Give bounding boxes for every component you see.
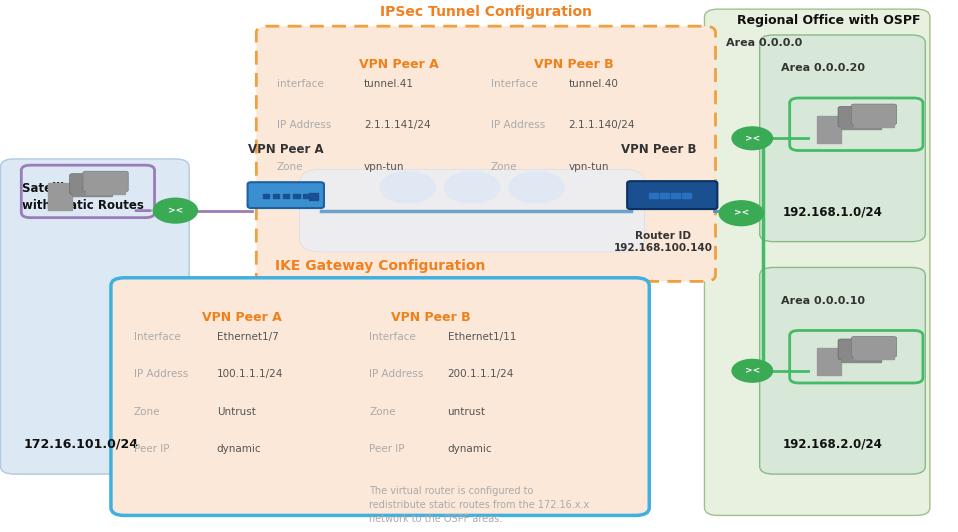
Text: The virtual router is configured to
redistribute static routes from the 172.16.x: The virtual router is configured to redi… <box>370 486 589 524</box>
Text: VPN Peer A: VPN Peer A <box>358 58 439 71</box>
Circle shape <box>380 172 435 203</box>
FancyBboxPatch shape <box>300 169 645 252</box>
Circle shape <box>153 198 197 223</box>
Bar <box>682 193 691 198</box>
Text: Ethernet1/7: Ethernet1/7 <box>217 332 279 342</box>
Text: untrust: untrust <box>447 406 486 417</box>
FancyBboxPatch shape <box>257 26 716 281</box>
Text: dynamic: dynamic <box>217 444 262 454</box>
Text: 100.1.1.1/24: 100.1.1.1/24 <box>217 369 284 379</box>
Text: IKE Gateway Configuration: IKE Gateway Configuration <box>275 259 486 272</box>
FancyBboxPatch shape <box>1 159 189 474</box>
Bar <box>672 193 679 198</box>
Bar <box>48 182 73 210</box>
Bar <box>85 190 125 194</box>
Text: Router ID
192.168.100.140: Router ID 192.168.100.140 <box>613 231 713 253</box>
Text: VPN Peer A: VPN Peer A <box>202 311 282 325</box>
Text: Ethernet1/11: Ethernet1/11 <box>447 332 516 342</box>
Bar <box>841 126 880 129</box>
Text: Regional Office with OSPF: Regional Office with OSPF <box>737 14 921 27</box>
Text: Area 0.0.0.10: Area 0.0.0.10 <box>781 296 865 306</box>
Text: Area 0.0.0.20: Area 0.0.0.20 <box>781 63 865 73</box>
Text: tunnel.41: tunnel.41 <box>364 79 414 89</box>
Text: IP Address: IP Address <box>134 369 188 379</box>
Text: 200.1.1.1/24: 200.1.1.1/24 <box>447 369 513 379</box>
FancyBboxPatch shape <box>760 268 925 474</box>
Text: IP Address: IP Address <box>370 369 423 379</box>
Text: Zone: Zone <box>277 162 303 172</box>
Bar <box>283 194 289 198</box>
Circle shape <box>719 201 764 226</box>
Text: interface: interface <box>277 79 323 89</box>
FancyBboxPatch shape <box>247 182 324 208</box>
Text: vpn-tun: vpn-tun <box>569 162 609 172</box>
Text: 172.16.101.0/24: 172.16.101.0/24 <box>24 438 139 451</box>
Bar <box>262 194 269 198</box>
Text: 192.168.2.0/24: 192.168.2.0/24 <box>783 438 882 451</box>
Bar <box>816 115 841 143</box>
Text: VPN Peer B: VPN Peer B <box>392 311 471 325</box>
FancyBboxPatch shape <box>83 171 128 192</box>
FancyBboxPatch shape <box>852 337 897 357</box>
FancyBboxPatch shape <box>838 106 883 127</box>
Text: tunnel.40: tunnel.40 <box>569 79 619 89</box>
Bar <box>855 123 894 127</box>
Text: ><: >< <box>744 366 760 375</box>
Text: Peer IP: Peer IP <box>370 444 405 454</box>
Text: Satellite Office
with Static Routes: Satellite Office with Static Routes <box>22 182 144 212</box>
Text: VPN Peer B: VPN Peer B <box>534 58 613 71</box>
Text: IPSec Tunnel Configuration: IPSec Tunnel Configuration <box>380 5 592 20</box>
Text: ><: >< <box>734 209 749 218</box>
Text: dynamic: dynamic <box>447 444 492 454</box>
Text: Interface: Interface <box>490 79 537 89</box>
Circle shape <box>732 360 772 382</box>
Text: Interface: Interface <box>370 332 416 342</box>
Text: ><: >< <box>168 206 183 215</box>
Bar <box>304 194 309 198</box>
Circle shape <box>509 172 564 203</box>
FancyBboxPatch shape <box>838 339 883 360</box>
Circle shape <box>732 127 772 149</box>
Text: vpn-tun: vpn-tun <box>364 162 404 172</box>
FancyBboxPatch shape <box>852 104 897 124</box>
Text: IP Address: IP Address <box>277 120 331 130</box>
FancyBboxPatch shape <box>111 278 650 516</box>
Bar <box>660 193 669 198</box>
Text: 2.1.1.141/24: 2.1.1.141/24 <box>364 120 430 130</box>
Circle shape <box>445 172 500 203</box>
Text: 2.1.1.140/24: 2.1.1.140/24 <box>569 120 635 130</box>
FancyBboxPatch shape <box>760 35 925 242</box>
FancyBboxPatch shape <box>704 9 930 516</box>
Bar <box>73 193 112 196</box>
Text: Interface: Interface <box>134 332 181 342</box>
FancyBboxPatch shape <box>70 174 115 194</box>
Text: Zone: Zone <box>490 162 517 172</box>
FancyBboxPatch shape <box>627 181 718 209</box>
Text: ><: >< <box>744 134 760 143</box>
Bar <box>308 193 318 200</box>
Text: IP Address: IP Address <box>490 120 545 130</box>
Text: Peer IP: Peer IP <box>134 444 170 454</box>
Bar <box>273 194 280 198</box>
Bar <box>650 193 657 198</box>
Text: 192.168.1.0/24: 192.168.1.0/24 <box>783 205 882 218</box>
Text: Zone: Zone <box>134 406 160 417</box>
Text: Zone: Zone <box>370 406 396 417</box>
Bar <box>816 348 841 375</box>
Text: Untrust: Untrust <box>217 406 256 417</box>
Text: VPN Peer A: VPN Peer A <box>248 144 324 156</box>
Bar <box>293 194 300 198</box>
Bar <box>855 355 894 359</box>
Text: VPN Peer B: VPN Peer B <box>621 144 696 156</box>
Bar <box>841 358 880 362</box>
Text: Area 0.0.0.0: Area 0.0.0.0 <box>725 38 802 47</box>
